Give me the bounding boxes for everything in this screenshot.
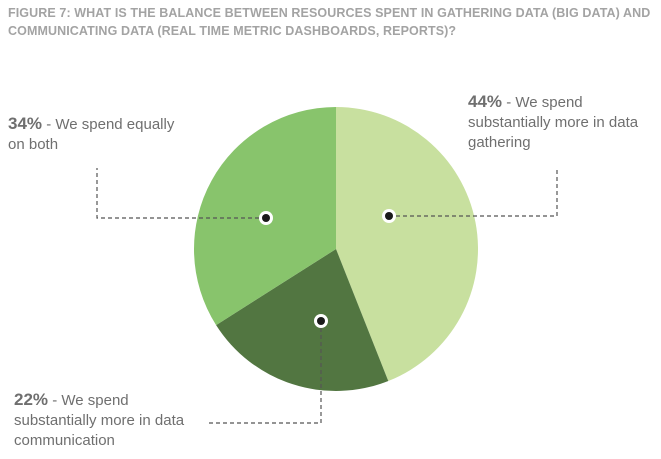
leader-line-communication bbox=[207, 321, 322, 424]
label-equal: 34% - We spend equally on both bbox=[8, 114, 208, 155]
leader-line-equal bbox=[96, 168, 266, 219]
slice-gathering bbox=[336, 107, 479, 382]
pie-slices bbox=[194, 106, 479, 391]
marker-equal-dot bbox=[262, 214, 270, 222]
chart-title: FIGURE 7: WHAT IS THE BALANCE BETWEEN RE… bbox=[8, 4, 658, 40]
label-equal-pct: 34% bbox=[8, 114, 43, 133]
chart-title-line-2: COMMUNICATING DATA (REAL TIME METRIC DAS… bbox=[8, 24, 457, 38]
leader-lines bbox=[96, 168, 558, 424]
leader-line-gathering bbox=[389, 168, 558, 217]
marker-gathering-dot bbox=[385, 212, 393, 220]
label-equal-text: - We spend equally on both bbox=[8, 116, 175, 153]
label-communication-pct: 22% bbox=[14, 390, 49, 409]
chart-title-line-1: FIGURE 7: WHAT IS THE BALANCE BETWEEN RE… bbox=[8, 6, 651, 20]
slice-communication bbox=[216, 249, 389, 391]
label-gathering-pct: 44% bbox=[468, 92, 503, 111]
label-communication: 22% - We spend substantially more in dat… bbox=[14, 390, 214, 451]
slice-markers bbox=[259, 209, 396, 328]
marker-communication-dot bbox=[317, 317, 325, 325]
label-gathering: 44% - We spend substantially more in dat… bbox=[468, 92, 658, 153]
label-gathering-text: - We spend substantially more in data ga… bbox=[468, 94, 639, 151]
label-communication-text: - We spend substantially more in data co… bbox=[14, 392, 185, 449]
